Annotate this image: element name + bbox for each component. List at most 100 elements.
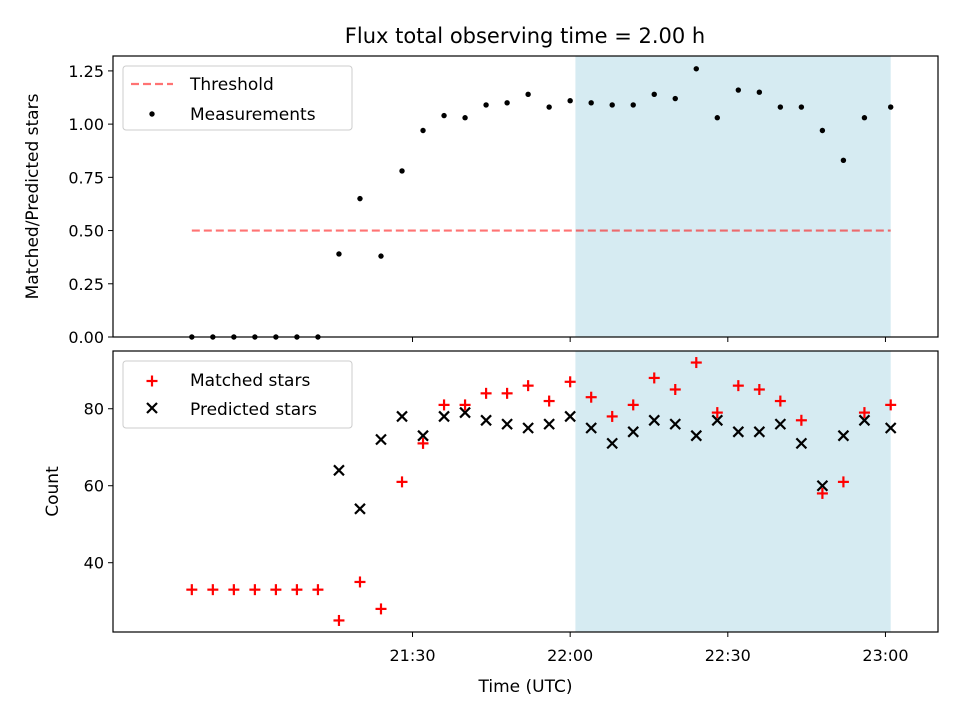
matched-star-point bbox=[459, 399, 471, 411]
x-tick-label: 21:30 bbox=[389, 646, 435, 665]
x-tick-label: 22:00 bbox=[547, 646, 593, 665]
measurement-point bbox=[777, 104, 784, 110]
axes-frame bbox=[112, 55, 939, 338]
legend-box bbox=[122, 360, 353, 429]
x-axis-label: Time (UTC) bbox=[478, 677, 573, 697]
legend-threshold-label: Threshold bbox=[189, 75, 274, 95]
predicted-star-point bbox=[480, 414, 492, 427]
y-tick-label: 0.50 bbox=[68, 222, 104, 241]
legend-measurement-swatch bbox=[149, 111, 155, 117]
predicted-star-point bbox=[417, 429, 429, 442]
predicted-star-point bbox=[795, 437, 808, 450]
matched-star-point bbox=[480, 387, 492, 399]
measurement-point bbox=[756, 89, 763, 95]
measurement-point bbox=[294, 334, 300, 340]
measurement-point bbox=[420, 127, 426, 134]
matched-star-point bbox=[270, 584, 282, 596]
predicted-star-point bbox=[606, 437, 618, 450]
measurement-point bbox=[462, 115, 468, 121]
y-tick-label: 40 bbox=[84, 554, 104, 573]
measurement-point bbox=[189, 334, 195, 340]
matched-star-point bbox=[627, 399, 639, 411]
measurement-point bbox=[525, 91, 531, 98]
predicted-star-point bbox=[690, 429, 703, 442]
predicted-star-point bbox=[396, 410, 408, 423]
y-tick-label: 80 bbox=[84, 400, 104, 419]
y-axis-label: Count bbox=[43, 466, 63, 517]
measurement-point bbox=[819, 127, 826, 134]
predicted-star-point bbox=[564, 410, 576, 423]
predicted-star-point bbox=[774, 418, 787, 430]
legend-predicted-swatch bbox=[146, 402, 158, 414]
predicted-star-point bbox=[333, 464, 345, 477]
matched-star-point bbox=[858, 407, 870, 419]
y-axis-label: Matched/Predicted stars bbox=[23, 93, 43, 299]
measurement-point bbox=[888, 104, 894, 110]
measurement-point bbox=[798, 104, 805, 110]
matched-star-point bbox=[585, 391, 597, 403]
y-tick-label: 1.00 bbox=[68, 115, 104, 134]
matched-star-point bbox=[333, 614, 345, 626]
matched-star-point bbox=[774, 395, 786, 407]
y-tick-label: 60 bbox=[84, 477, 104, 496]
predicted-star-point bbox=[459, 406, 471, 419]
measurement-point bbox=[840, 157, 847, 164]
legend-predicted-label: Predicted stars bbox=[190, 400, 317, 420]
matched-star-point bbox=[690, 357, 702, 369]
measurement-point bbox=[714, 115, 720, 121]
measurement-point bbox=[861, 115, 868, 121]
matched-star-point bbox=[543, 395, 555, 407]
x-tick-label: 22:30 bbox=[705, 646, 751, 665]
predicted-star-point bbox=[648, 414, 661, 427]
measurement-point bbox=[483, 102, 489, 108]
bottom-panel: 406080Count21:3022:0022:3023:0023:3000:0… bbox=[43, 350, 939, 697]
axes-frame bbox=[112, 350, 939, 633]
y-tick-label: 0.25 bbox=[68, 275, 104, 294]
measurement-point bbox=[546, 104, 552, 110]
matched-star-point bbox=[606, 410, 618, 422]
predicted-star-point bbox=[711, 414, 724, 427]
matched-star-point bbox=[648, 372, 660, 384]
predicted-star-point bbox=[438, 410, 450, 423]
measurement-point bbox=[567, 98, 573, 104]
predicted-star-point bbox=[627, 426, 640, 438]
legend-matched-swatch bbox=[146, 375, 158, 387]
matched-star-point bbox=[816, 487, 828, 499]
matched-star-point bbox=[249, 584, 261, 596]
measurement-point bbox=[357, 195, 363, 202]
measurement-point bbox=[273, 334, 279, 340]
predicted-star-point bbox=[816, 479, 829, 492]
predicted-star-point bbox=[501, 418, 513, 430]
predicted-star-point bbox=[354, 503, 366, 515]
matched-star-point bbox=[186, 584, 198, 596]
measurement-point bbox=[441, 112, 447, 119]
measurement-point bbox=[588, 100, 594, 106]
measurement-point bbox=[378, 253, 384, 259]
measurement-point bbox=[252, 334, 258, 340]
observing-window-shade bbox=[575, 56, 891, 337]
predicted-star-point bbox=[884, 422, 897, 434]
measurement-point bbox=[609, 102, 615, 108]
matched-star-point bbox=[228, 584, 240, 596]
y-tick-label: 1.25 bbox=[68, 62, 104, 81]
matched-star-point bbox=[669, 383, 681, 395]
measurement-point bbox=[735, 87, 742, 93]
matched-star-point bbox=[291, 584, 303, 596]
observing-window-shade bbox=[575, 351, 891, 632]
matched-star-point bbox=[732, 380, 744, 392]
matched-star-point bbox=[417, 437, 429, 449]
measurement-point bbox=[399, 168, 405, 174]
predicted-star-point bbox=[375, 433, 387, 446]
measurement-point bbox=[231, 334, 237, 340]
legend: Threshold Measurements bbox=[122, 65, 353, 131]
predicted-star-point bbox=[858, 414, 871, 427]
chart-title: Flux total observing time = 2.00 h bbox=[345, 24, 705, 48]
top-panel: 0.00 0.25 0.50 0.75 1.00 1.25 Matched/Predicte… bbox=[23, 55, 939, 347]
matched-star-point bbox=[438, 399, 450, 411]
measurement-point bbox=[504, 100, 510, 106]
measurement-point bbox=[651, 91, 657, 98]
legend-matched-label: Matched stars bbox=[190, 371, 310, 391]
predicted-star-point bbox=[753, 426, 766, 438]
measurement-point bbox=[210, 334, 216, 340]
